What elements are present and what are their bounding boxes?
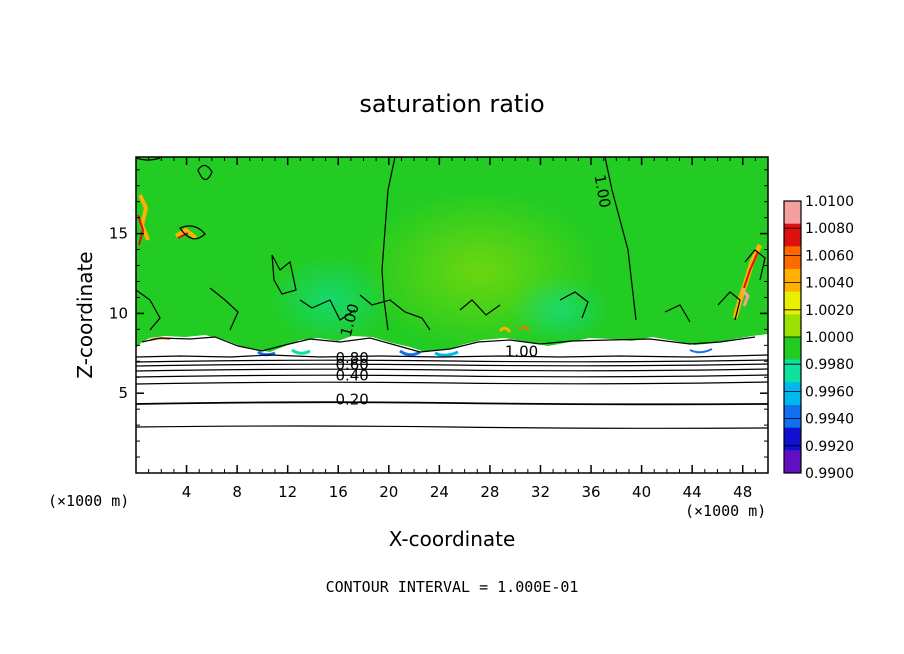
colorbar-tick-label: 0.9940 [805, 412, 854, 428]
contour-label: 0.40 [335, 366, 368, 384]
colorbar-swatch [784, 223, 801, 247]
x-tick-label: 24 [430, 483, 449, 501]
colorbar: 1.0100 1.0080 1.0060 1.0040 1.0020 1.0000 0.99… [783, 194, 854, 482]
contour-labels: 1.001.001.000.800.600.400.20 [335, 173, 614, 408]
x-unit-label-right: (×1000 m) [685, 502, 766, 520]
colorbar-swatch [784, 291, 801, 315]
contour-label: 0.20 [335, 390, 368, 408]
colorbar-tick-label: 1.0000 [805, 330, 854, 346]
contour-label: 1.00 [591, 173, 615, 209]
colorbar-swatch [784, 382, 801, 406]
chart-title: saturation ratio [359, 90, 544, 118]
x-tick-label: 16 [329, 483, 348, 501]
colorbar-tick-label: 1.0080 [805, 221, 854, 237]
colorbar-tick-label: 0.9900 [805, 466, 854, 482]
x-tick-label: 40 [632, 483, 651, 501]
x-axis-label: X-coordinate [389, 527, 516, 551]
x-tick-label: 48 [733, 483, 752, 501]
contour-label: 0.80 [335, 349, 368, 367]
y-axis-label: Z-coordinate [73, 251, 97, 378]
x-tick-label: 8 [232, 483, 242, 501]
colorbar-tick-label: 1.0060 [805, 248, 854, 264]
colorbar-swatch [784, 427, 801, 451]
colorbar-tick-label: 0.9960 [805, 384, 854, 400]
colorbar-swatch [784, 405, 801, 429]
x-unit-label-left: (×1000 m) [48, 492, 129, 510]
colorbar-tick-label: 0.9980 [805, 357, 854, 373]
y-tick-label: 5 [118, 384, 128, 402]
x-tick-label: 12 [278, 483, 297, 501]
colorbar-swatch [784, 337, 801, 361]
contour-label: 0.60 [335, 355, 368, 373]
x-tick-label: 28 [480, 483, 499, 501]
x-tick-label: 44 [683, 483, 702, 501]
x-tick-label: 4 [182, 483, 192, 501]
colorbar-tick-label: 0.9920 [805, 439, 854, 455]
plot-area: 1.001.001.000.800.600.400.20 [136, 157, 768, 473]
colorbar-swatch [784, 201, 801, 225]
colorbar-tick-label: 1.0040 [805, 276, 854, 292]
colorbar-tick-label: 1.0100 [805, 194, 854, 210]
colorbar-swatch [784, 359, 801, 383]
contour-label: 1.00 [505, 342, 538, 360]
y-tick-label: 10 [109, 304, 128, 322]
edge-color-streaks [137, 194, 763, 319]
y-tick-label: 15 [109, 225, 128, 243]
x-tick-label: 20 [379, 483, 398, 501]
colorbar-swatch [784, 246, 801, 270]
x-axis: 4 8 12 16 20 24 28 32 36 40 44 48 [148, 157, 756, 501]
subsaturation-glow-2 [510, 275, 610, 345]
x-tick-label: 36 [581, 483, 600, 501]
colorbar-tick-label: 1.0020 [805, 303, 854, 319]
colorbar-swatch [784, 314, 801, 338]
y-axis: 5 10 15 [109, 169, 768, 458]
contour-lines [136, 157, 768, 429]
colorbar-swatch [784, 450, 801, 474]
contour-interval: CONTOUR INTERVAL = 1.000E-01 [326, 578, 579, 596]
x-tick-label: 32 [531, 483, 550, 501]
colorbar-swatch [784, 269, 801, 293]
